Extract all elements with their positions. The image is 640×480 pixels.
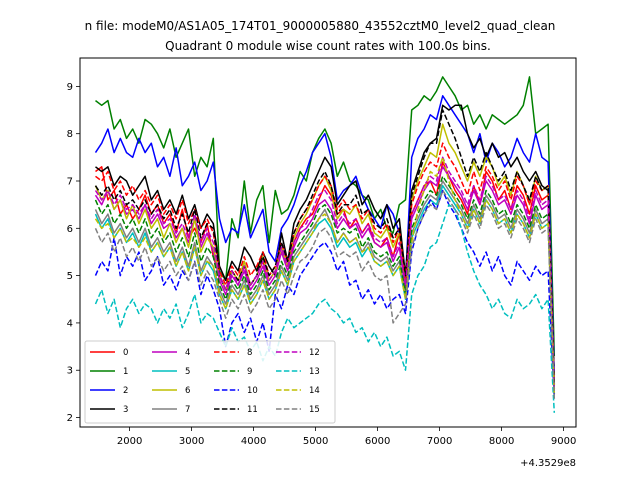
series-line-1 — [95, 76, 556, 357]
legend-label-12: 12 — [309, 348, 320, 358]
y-tick-label: 8 — [67, 129, 73, 140]
x-tick-label: 4000 — [241, 436, 266, 447]
legend-label-8: 8 — [247, 348, 252, 358]
legend-label-6: 6 — [185, 386, 190, 396]
x-offset-label: +4.3529e8 — [520, 458, 576, 469]
legend-label-4: 4 — [185, 348, 190, 358]
legend-label-9: 9 — [247, 367, 252, 377]
legend-label-2: 2 — [123, 386, 128, 396]
y-tick-label: 6 — [67, 224, 73, 235]
series-line-7 — [94, 180, 556, 394]
series-line-9 — [94, 175, 556, 390]
series-line-13 — [94, 203, 556, 413]
series-line-8 — [95, 142, 556, 385]
x-tick-label: 6000 — [365, 436, 390, 447]
suptitle: n file: modeM0/AS1A05_174T01_9000005880_… — [85, 19, 556, 33]
legend-label-7: 7 — [185, 405, 190, 415]
x-tick-label: 3000 — [179, 436, 204, 447]
legend-label-11: 11 — [247, 405, 258, 415]
y-tick-label: 4 — [67, 318, 73, 329]
legend-label-13: 13 — [309, 367, 320, 377]
y-tick-label: 2 — [67, 413, 73, 424]
legend-label-14: 14 — [309, 386, 320, 396]
series-line-10 — [94, 189, 556, 399]
series-line-14 — [94, 156, 556, 394]
legend-box — [84, 340, 336, 424]
legend-label-3: 3 — [123, 405, 128, 415]
x-tick-label: 7000 — [427, 436, 452, 447]
y-axis: 2 3 4 5 6 7 8 9 — [67, 82, 80, 424]
series-line-2 — [94, 95, 556, 376]
chart-title: Quadrant 0 module wise count rates with … — [165, 39, 491, 53]
legend-label-5: 5 — [185, 367, 190, 377]
x-tick-label: 9000 — [551, 436, 576, 447]
y-tick-label: 5 — [67, 271, 73, 282]
legend-label-1: 1 — [123, 367, 128, 377]
legend-label-10: 10 — [247, 386, 258, 396]
series-line-15 — [94, 189, 556, 399]
series-layer — [94, 76, 556, 413]
x-axis: 2000 3000 4000 5000 6000 7000 8000 9000 — [117, 427, 576, 447]
legend-label-0: 0 — [123, 348, 128, 358]
series-line-3 — [95, 104, 556, 385]
plot-frame — [79, 57, 577, 428]
x-tick-label: 5000 — [303, 436, 328, 447]
x-tick-label: 8000 — [489, 436, 514, 447]
legend-label-15: 15 — [309, 405, 320, 415]
y-tick-label: 7 — [67, 177, 73, 188]
x-tick-label: 2000 — [117, 436, 142, 447]
y-tick-label: 3 — [67, 366, 73, 377]
series-line-12 — [94, 156, 556, 390]
y-tick-label: 9 — [67, 82, 73, 93]
series-line-11 — [94, 109, 556, 385]
